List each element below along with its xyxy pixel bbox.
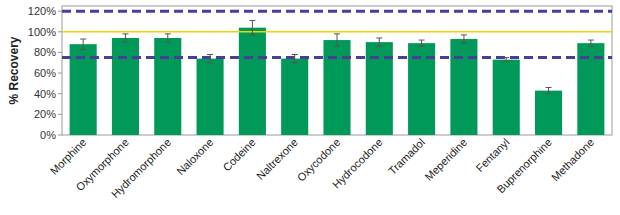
error-cap — [165, 42, 171, 43]
error-cap — [80, 49, 86, 50]
error-cap — [546, 93, 552, 94]
x-tick-label: Codeine — [220, 136, 257, 173]
y-tick-label: 0% — [40, 129, 56, 141]
bar — [197, 59, 224, 135]
x-tick-label: Tramadol — [386, 136, 427, 177]
x-tick-label: Morphine — [48, 136, 89, 177]
error-cap — [249, 34, 255, 35]
error-stem — [590, 40, 591, 46]
chart-container: 0% 20% 40% 60% 80% 100% 120% % Recovery Morphine… — [0, 0, 620, 215]
error-cap — [461, 43, 467, 44]
error-cap — [588, 40, 594, 41]
error-cap — [292, 62, 298, 63]
error-bar — [546, 88, 552, 94]
error-bar — [165, 34, 171, 42]
error-stem — [506, 58, 507, 62]
y-tick — [58, 31, 62, 32]
bar — [112, 38, 139, 135]
error-cap — [546, 87, 552, 88]
error-bar — [588, 40, 594, 46]
error-stem — [294, 55, 295, 63]
error-stem — [83, 39, 84, 49]
plot-frame — [62, 6, 612, 135]
error-bar — [249, 20, 255, 34]
y-tick-label: 60% — [34, 67, 56, 79]
reference-line — [62, 10, 612, 13]
error-bar — [376, 38, 382, 46]
error-stem — [252, 20, 253, 34]
reference-line — [62, 56, 612, 59]
bar — [154, 38, 181, 135]
error-cap — [461, 34, 467, 35]
error-cap — [419, 40, 425, 41]
error-stem — [167, 34, 168, 42]
y-tick-label: 80% — [34, 46, 56, 58]
x-tick-label: Methadone — [549, 136, 596, 183]
error-bar — [461, 35, 467, 43]
bar — [239, 28, 266, 135]
y-tick — [58, 73, 62, 74]
plot-area — [62, 11, 612, 135]
error-stem — [125, 34, 126, 42]
x-tick-label: Buprenorphine — [494, 136, 554, 196]
error-stem — [210, 55, 211, 63]
bar — [323, 40, 350, 135]
x-tick-label: Naltrexone — [254, 136, 300, 182]
error-cap — [292, 54, 298, 55]
bar — [366, 42, 393, 135]
error-cap — [503, 61, 509, 62]
bar — [281, 59, 308, 135]
error-cap — [334, 33, 340, 34]
y-tick — [58, 11, 62, 12]
error-bar — [80, 39, 86, 49]
chart-svg: 0% 20% 40% 60% 80% 100% 120% % Recovery Morphine… — [0, 0, 620, 215]
y-tick — [58, 52, 62, 53]
error-stem — [463, 35, 464, 43]
error-bar — [419, 40, 425, 46]
error-stem — [379, 38, 380, 46]
x-tick-label: Hydrocodone — [330, 136, 385, 191]
y-tick-label: 40% — [34, 88, 56, 100]
error-cap — [376, 37, 382, 38]
error-bar — [122, 34, 128, 42]
y-tick — [58, 93, 62, 94]
error-cap — [207, 54, 213, 55]
error-cap — [165, 33, 171, 34]
error-bar — [207, 55, 213, 63]
error-cap — [122, 42, 128, 43]
error-cap — [334, 46, 340, 47]
error-cap — [419, 46, 425, 47]
error-bar — [334, 34, 340, 46]
y-axis-title: % Recovery — [7, 36, 21, 104]
error-cap — [503, 57, 509, 58]
error-bar — [292, 55, 298, 63]
error-stem — [421, 40, 422, 46]
error-cap — [376, 46, 382, 47]
error-stem — [548, 88, 549, 94]
y-tick-label: 120% — [28, 5, 56, 17]
error-bar — [503, 58, 509, 62]
error-cap — [207, 62, 213, 63]
x-tick-label: Fentanyl — [473, 136, 511, 174]
x-tick-label: Naloxone — [174, 136, 215, 177]
error-cap — [80, 39, 86, 40]
x-tick-label: Hydromorphone — [109, 136, 173, 200]
bar — [493, 60, 520, 135]
reference-line — [62, 31, 612, 33]
y-tick — [58, 135, 62, 136]
x-tick-label: Meperidine — [422, 136, 469, 183]
y-tick — [58, 114, 62, 115]
error-stem — [337, 34, 338, 46]
y-tick-label: 20% — [34, 108, 56, 120]
error-cap — [249, 20, 255, 21]
y-tick-label: 100% — [28, 26, 56, 38]
bar — [535, 91, 562, 135]
bar — [450, 39, 477, 135]
error-cap — [588, 46, 594, 47]
error-cap — [122, 33, 128, 34]
